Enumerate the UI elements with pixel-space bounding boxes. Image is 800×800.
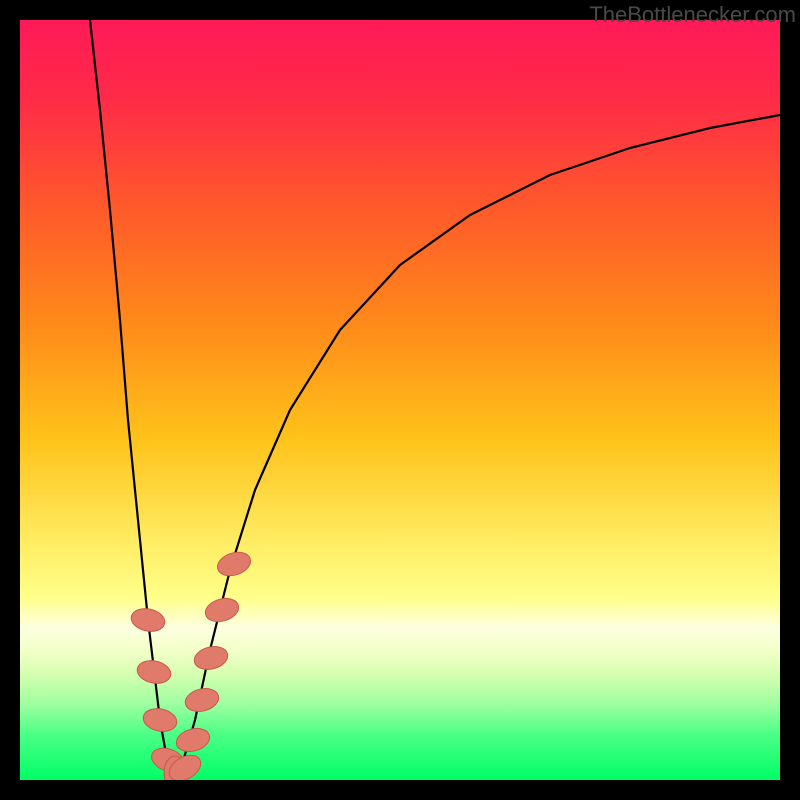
data-point-marker: [129, 606, 167, 635]
data-point-marker: [141, 706, 179, 735]
bottleneck-curve: [90, 20, 780, 775]
data-point-marker: [135, 658, 173, 687]
data-point-markers: [129, 548, 253, 780]
plot-area: [20, 20, 780, 780]
data-point-marker: [203, 595, 242, 626]
curve-overlay: [20, 20, 780, 780]
chart-frame: TheBottlenecker.com: [0, 0, 800, 800]
watermark-text: TheBottlenecker.com: [589, 2, 796, 28]
data-point-marker: [214, 548, 253, 579]
data-point-marker: [174, 725, 213, 756]
data-point-marker: [183, 685, 221, 715]
data-point-marker: [192, 643, 230, 673]
